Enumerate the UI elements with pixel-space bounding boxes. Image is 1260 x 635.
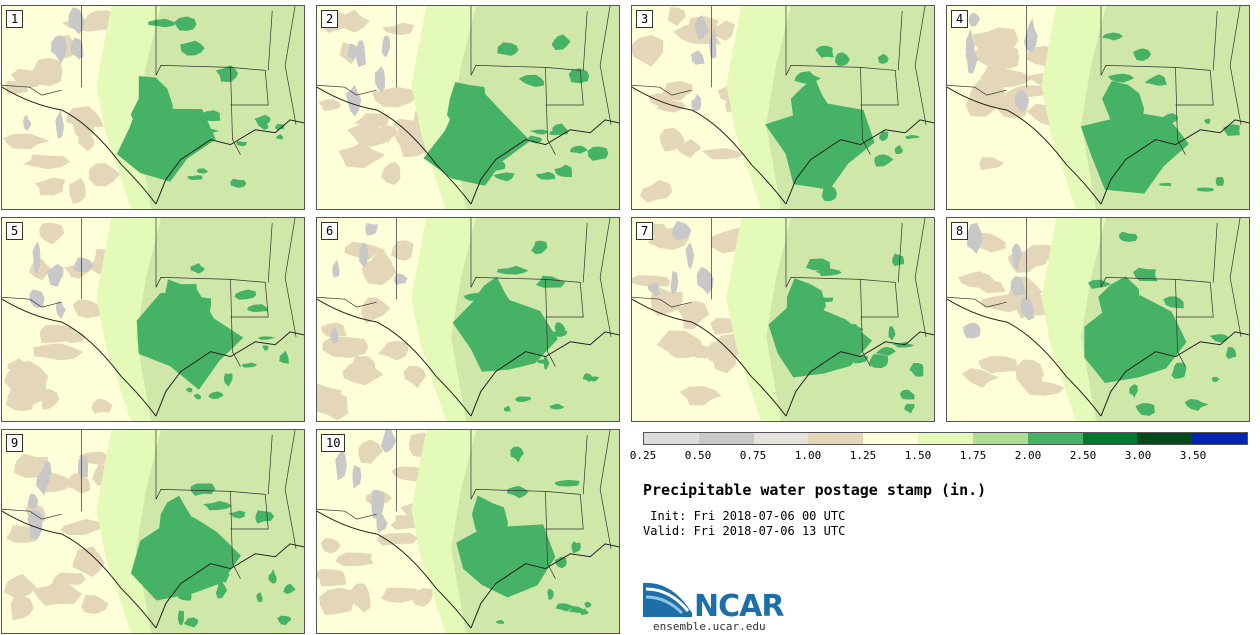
legend-ticks: 0.25 0.50 0.75 1.00 1.25 1.50 1.75 2.00 2.50 3.00… [630,449,1248,465]
legend-swatch-2 [698,433,754,444]
ncar-swoosh-icon [643,582,692,617]
stamp-map-1: 1 [1,5,305,210]
stamp-map-10: 10 [316,429,620,634]
stamp-map-6: 6 [316,217,620,422]
stamp-map-7: 7 [631,217,935,422]
stamp-map-3: 3 [631,5,935,210]
legend-tick-label: 1.50 [904,449,932,462]
stamp-number: 6 [321,222,339,240]
legend-swatch-4 [808,433,864,444]
legend-tick-label: 2.00 [1014,449,1042,462]
ncar-logo: NCAR ensemble.ucar.edu [642,577,802,633]
legend-swatch-8 [1027,433,1083,444]
stamp-map-5: 5 [1,217,305,422]
stamp-number: 9 [6,434,24,452]
stamp-number: 2 [321,10,339,28]
stamp-number: 3 [636,10,654,28]
stamp-map-8: 8 [946,217,1250,422]
legend-tick-label: 3.50 [1179,449,1207,462]
legend-swatch-6 [918,433,973,444]
legend-swatch-11 [1192,433,1247,444]
legend-swatch-10 [1137,433,1193,444]
stamp-number: 5 [6,222,24,240]
time-info: Init: Fri 2018-07-06 00 UTC Valid: Fri 20… [643,509,845,539]
valid-time: Valid: Fri 2018-07-06 13 UTC [643,524,846,538]
logo-url: ensemble.ucar.edu [653,620,766,633]
legend-tick-label: 3.00 [1124,449,1152,462]
legend-swatch-3 [753,433,809,444]
stamp-number: 8 [951,222,969,240]
legend-tick-label: 1.00 [794,449,822,462]
legend-tick-label: 1.75 [959,449,987,462]
init-time: Init: Fri 2018-07-06 00 UTC [643,509,846,523]
stamp-number: 1 [6,10,24,28]
chart-title: Precipitable water postage stamp (in.) [643,481,987,499]
legend-swatch-7 [972,433,1028,444]
legend-tick-label: 0.75 [739,449,767,462]
stamp-map-9: 9 [1,429,305,634]
legend-tick-label: 2.50 [1069,449,1097,462]
legend-swatch-1 [644,433,699,444]
stamp-number: 7 [636,222,654,240]
legend-tick-label: 0.25 [629,449,657,462]
color-legend: 0.25 0.50 0.75 1.00 1.25 1.50 1.75 2.00 2.50 3.00… [630,432,1248,465]
stamp-map-4: 4 [946,5,1250,210]
stamp-number: 4 [951,10,969,28]
legend-swatch-9 [1082,433,1138,444]
stamp-map-2: 2 [316,5,620,210]
legend-color-bar [643,432,1248,445]
legend-swatch-5 [863,433,919,444]
legend-tick-label: 1.25 [849,449,877,462]
legend-tick-label: 0.50 [684,449,712,462]
logo-name: NCAR [694,589,784,624]
stamp-number: 10 [321,434,346,452]
